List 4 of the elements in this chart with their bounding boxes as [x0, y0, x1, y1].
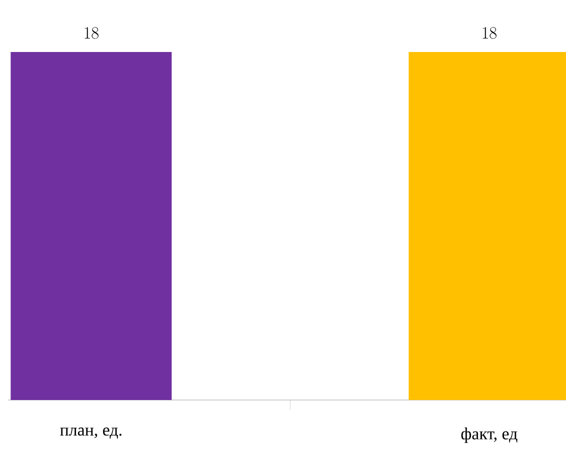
data-label: 18 [84, 27, 98, 39]
x-tick-label: план, ед. [60, 428, 122, 439]
data-label: 18 [482, 27, 496, 39]
x-tick-label: факт, ед [461, 428, 518, 443]
